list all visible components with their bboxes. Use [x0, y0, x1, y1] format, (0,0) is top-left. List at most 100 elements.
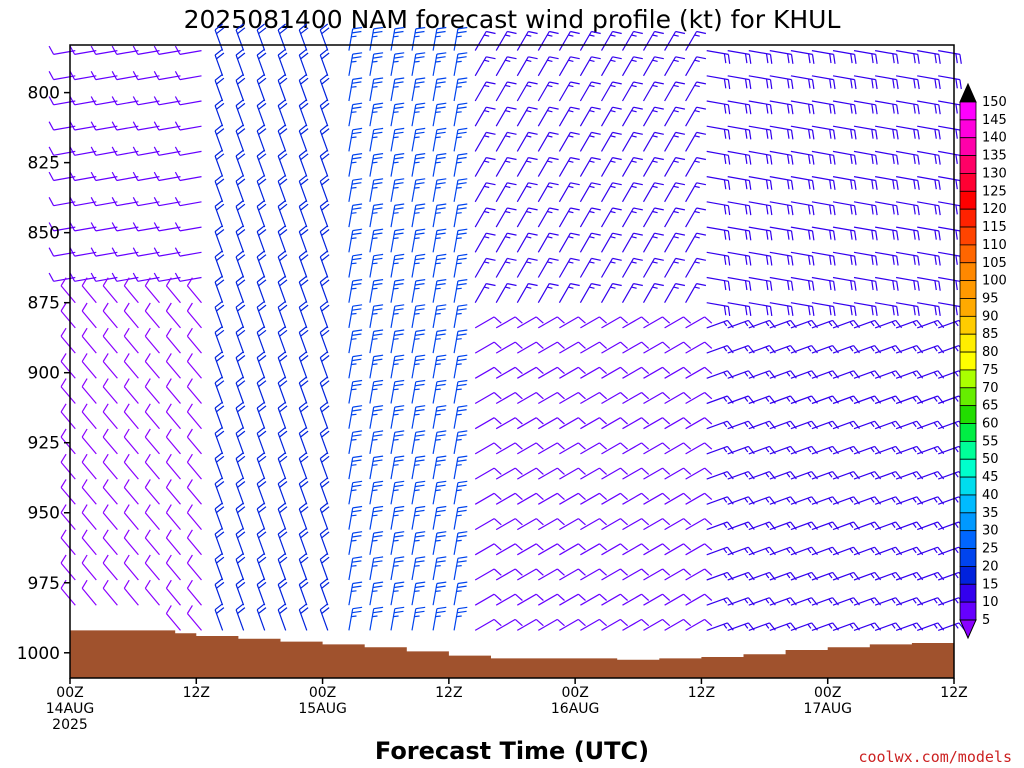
- colorbar-box: [959, 476, 977, 496]
- wind-barb: [174, 222, 202, 232]
- wind-barb: [165, 428, 181, 455]
- wind-barb: [214, 351, 225, 379]
- wind-barb: [348, 203, 363, 228]
- wind-barb: [685, 417, 713, 430]
- wind-barb: [277, 149, 288, 177]
- wind-barb: [369, 556, 384, 581]
- colorbar-box: [959, 369, 977, 389]
- wind-barb: [298, 99, 309, 127]
- wind-barb: [495, 30, 517, 51]
- wind-barb: [748, 226, 773, 241]
- wind-barb: [277, 552, 288, 581]
- wind-barb: [319, 73, 330, 102]
- wind-barb: [938, 150, 962, 165]
- wind-barb: [186, 353, 202, 379]
- wind-barb: [495, 341, 523, 354]
- wind-barb: [348, 178, 363, 202]
- wind-barb: [48, 45, 76, 55]
- wind-barb: [769, 226, 794, 241]
- wind-barb: [538, 316, 565, 329]
- wind-barb: [579, 157, 601, 177]
- wind-barb: [495, 316, 523, 329]
- wind-barb: [111, 222, 139, 232]
- wind-barb: [60, 327, 76, 354]
- wind-barb: [664, 232, 686, 253]
- wind-barb: [390, 505, 405, 530]
- wind-barb: [214, 477, 225, 505]
- wind-barb: [174, 146, 202, 156]
- wind-barb: [895, 201, 920, 216]
- wind-barb: [132, 171, 160, 182]
- wind-barb: [495, 207, 517, 228]
- colorbar-label: 35: [982, 506, 999, 521]
- colorbar-label: 5: [982, 613, 990, 628]
- colorbar-box: [959, 333, 977, 353]
- wind-barb: [348, 102, 363, 127]
- wind-barb: [69, 171, 97, 182]
- wind-barb: [727, 302, 752, 316]
- wind-barb: [748, 201, 773, 216]
- wind-barb: [580, 316, 607, 329]
- wind-barb: [256, 300, 267, 329]
- wind-barb: [81, 353, 97, 379]
- wind-barb: [453, 304, 468, 329]
- wind-barb: [664, 106, 686, 127]
- wind-barb: [48, 222, 76, 232]
- wind-barb: [558, 257, 580, 278]
- wind-barb: [811, 276, 836, 291]
- wind-barb: [495, 518, 523, 531]
- wind-barb: [319, 502, 330, 530]
- wind-barb: [601, 568, 628, 581]
- wind-barb: [256, 48, 267, 77]
- wind-barb: [432, 253, 447, 278]
- wind-barb: [706, 251, 731, 266]
- wind-barb: [474, 207, 496, 228]
- wind-barb: [111, 247, 139, 257]
- wind-barb: [214, 174, 225, 203]
- wind-barb: [174, 71, 202, 81]
- colorbar-box: [959, 583, 977, 603]
- wind-barb: [685, 30, 707, 51]
- wind-barb: [390, 77, 405, 102]
- wind-barb: [369, 354, 384, 379]
- wind-barb: [256, 275, 267, 303]
- wind-barb: [538, 543, 565, 556]
- wind-barb: [214, 149, 225, 177]
- wind-barb: [186, 579, 202, 606]
- wind-barb: [186, 554, 202, 581]
- wind-barb: [319, 376, 330, 404]
- wind-barb: [495, 131, 517, 152]
- wind-barb: [256, 552, 267, 581]
- wind-barb: [453, 480, 468, 505]
- credit-label: coolwx.com/models: [858, 748, 1012, 766]
- wind-barb: [81, 403, 97, 430]
- wind-barb: [235, 124, 246, 152]
- colorbar-label: 30: [982, 524, 999, 539]
- wind-barb: [895, 176, 920, 190]
- wind-barb: [235, 250, 246, 278]
- wind-barb: [411, 77, 426, 102]
- wind-barb: [685, 366, 713, 379]
- wind-barb: [277, 527, 288, 556]
- wind-barb: [895, 302, 920, 316]
- wind-barb: [186, 428, 202, 455]
- x-axis-title: Forecast Time (UTC): [375, 737, 649, 765]
- wind-barb: [622, 467, 650, 480]
- wind-barb: [706, 176, 731, 190]
- wind-barb: [411, 581, 426, 606]
- wind-barb: [642, 207, 664, 228]
- wind-barb: [214, 48, 225, 77]
- wind-barb: [938, 100, 962, 115]
- wind-barb: [600, 56, 622, 77]
- wind-barb: [622, 417, 650, 430]
- wind-barb: [298, 124, 309, 152]
- wind-barb: [186, 605, 202, 631]
- wind-barb: [853, 276, 878, 291]
- wind-barb: [558, 81, 580, 102]
- wind-barb: [832, 50, 857, 64]
- wind-barb: [474, 391, 502, 405]
- wind-barb: [298, 149, 309, 177]
- wind-barb: [453, 153, 468, 177]
- wind-barb: [474, 618, 502, 631]
- wind-barb: [214, 300, 225, 329]
